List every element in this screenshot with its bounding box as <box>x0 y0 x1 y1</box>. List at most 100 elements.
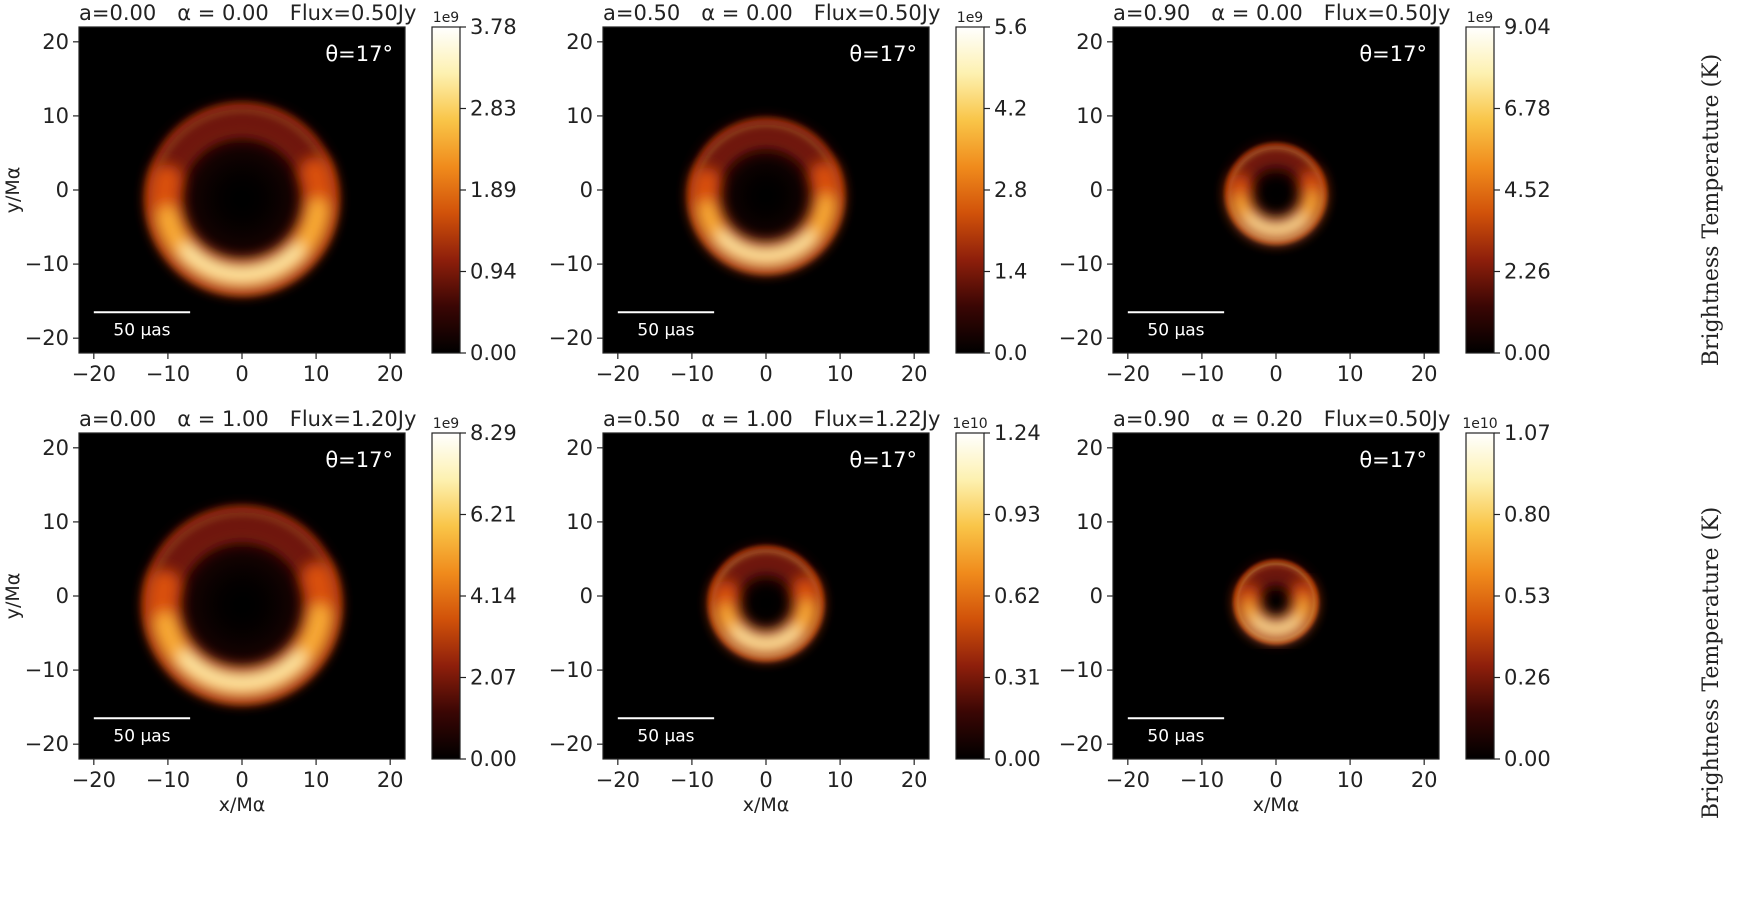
colorbar-label-bottom: Brightness Temperature (K) <box>1699 507 1724 819</box>
colorbar <box>431 432 461 760</box>
x-axis-label: x/Mα <box>743 794 790 816</box>
colorbar-tick-label: 0.94 <box>470 260 517 284</box>
x-tick-label: 10 <box>1337 362 1364 386</box>
y-tick-label: 20 <box>42 436 69 460</box>
colorbar-exponent: 1e9 <box>433 416 459 432</box>
x-tick-label: −10 <box>670 362 714 386</box>
x-tick-label: 20 <box>377 362 404 386</box>
scale-bar-label: 50 μas <box>113 726 170 746</box>
colorbar-tick-label: 4.14 <box>470 584 517 608</box>
crescent-core <box>177 650 307 690</box>
colorbar-tick-label: 0.00 <box>1504 341 1551 365</box>
colorbar-exponent: 1e9 <box>957 10 983 26</box>
y-tick-label: 20 <box>566 30 593 54</box>
colorbar-tick-label: 0.62 <box>994 584 1041 608</box>
ring-image <box>1229 555 1323 649</box>
panel-3: a=0.90 α = 0.00 Flux=0.50Jy θ=17° 50 μas −2… <box>1059 1 1551 386</box>
panel-title: a=0.50 α = 1.00 Flux=1.22Jy <box>603 407 940 431</box>
colorbar-tick-label: 0.93 <box>994 503 1041 527</box>
ring-image <box>681 111 851 281</box>
x-tick-label: 20 <box>1411 768 1438 792</box>
scale-bar-label: 50 μas <box>1147 320 1204 340</box>
colorbar-tick-label: 1.24 <box>994 421 1041 445</box>
colorbar-tick-label: 0.00 <box>470 341 517 365</box>
y-tick-label: −10 <box>25 658 69 682</box>
ring-image <box>703 540 829 667</box>
panel-4: a=0.00 α = 1.00 Flux=1.20Jy θ=17° 50 μas −2… <box>2 407 517 816</box>
panel-6: a=0.90 α = 0.20 Flux=0.50Jy θ=17° 50 μas −2… <box>1059 407 1551 816</box>
inclination-label: θ=17° <box>1359 42 1427 66</box>
y-tick-label: 20 <box>42 30 69 54</box>
inclination-label: θ=17° <box>849 42 917 66</box>
crescent-group <box>1237 581 1315 641</box>
x-tick-label: 0 <box>759 362 772 386</box>
x-tick-label: 20 <box>377 768 404 792</box>
colorbar-tick-label: 0.00 <box>994 747 1041 771</box>
x-tick-label: 20 <box>1411 362 1438 386</box>
colorbar-tick-label: 0.80 <box>1504 503 1551 527</box>
y-tick-label: −10 <box>549 658 593 682</box>
y-tick-label: −20 <box>549 326 593 350</box>
y-tick-label: 10 <box>1076 510 1103 534</box>
crescent-group <box>1228 170 1324 242</box>
panel-title: a=0.90 α = 0.20 Flux=0.50Jy <box>1113 407 1450 431</box>
x-tick-label: −20 <box>596 768 640 792</box>
x-tick-label: 20 <box>901 362 928 386</box>
y-axis-label: y/Mα <box>2 167 24 214</box>
crescent-group <box>691 161 841 271</box>
panel-title: a=0.90 α = 0.00 Flux=0.50Jy <box>1113 1 1450 25</box>
crescent-core <box>1251 615 1301 635</box>
y-tick-label: 10 <box>566 104 593 128</box>
ring-image <box>135 497 349 712</box>
colorbar-tick-label: 0.26 <box>1504 666 1551 690</box>
y-tick-label: 20 <box>566 436 593 460</box>
x-tick-label: 10 <box>1337 768 1364 792</box>
y-tick-label: 10 <box>42 510 69 534</box>
colorbar-tick-label: 9.04 <box>1504 15 1551 39</box>
crescent-core <box>730 625 802 650</box>
colorbar-tick-label: 2.83 <box>470 97 517 121</box>
x-axis-label: x/Mα <box>1253 794 1300 816</box>
crescent-core <box>716 230 816 262</box>
panels-group: a=0.00 α = 0.00 Flux=0.50Jy θ=17° 50 μas −2… <box>2 1 1551 816</box>
colorbar-tick-label: 3.78 <box>470 15 517 39</box>
crescent-group <box>712 576 820 658</box>
colorbar-label-top: Brightness Temperature (K) <box>1699 54 1724 366</box>
colorbar-exponent: 1e10 <box>1462 416 1497 432</box>
x-axis-label: x/Mα <box>219 794 266 816</box>
y-tick-label: −10 <box>25 252 69 276</box>
y-axis-label: y/Mα <box>2 573 24 620</box>
panel-title: a=0.00 α = 1.00 Flux=1.20Jy <box>79 407 416 431</box>
colorbar-tick-label: 1.4 <box>994 260 1027 284</box>
colorbar-tick-label: 2.07 <box>470 666 517 690</box>
x-tick-label: −20 <box>72 362 116 386</box>
colorbar-tick-label: 5.6 <box>994 15 1027 39</box>
scale-bar-label: 50 μas <box>637 320 694 340</box>
inclination-label: θ=17° <box>325 448 393 472</box>
x-tick-label: −10 <box>1180 362 1224 386</box>
x-tick-label: −20 <box>72 768 116 792</box>
panel-2: a=0.50 α = 0.00 Flux=0.50Jy θ=17° 50 μas −2… <box>549 1 1028 386</box>
scale-bar-label: 50 μas <box>113 320 170 340</box>
panel-5: a=0.50 α = 1.00 Flux=1.22Jy θ=17° 50 μas −2… <box>549 407 1041 816</box>
x-tick-label: 20 <box>901 768 928 792</box>
crescent-core <box>1244 213 1308 235</box>
x-tick-label: 0 <box>759 768 772 792</box>
x-tick-label: −10 <box>1180 768 1224 792</box>
colorbar-exponent: 1e9 <box>1467 10 1493 26</box>
x-tick-label: 10 <box>303 768 330 792</box>
colorbar-tick-label: 0.00 <box>470 747 517 771</box>
x-tick-label: 10 <box>303 362 330 386</box>
y-tick-label: 0 <box>56 178 69 202</box>
y-tick-label: −20 <box>25 732 69 756</box>
y-tick-label: 0 <box>580 178 593 202</box>
panel-1: a=0.00 α = 0.00 Flux=0.50Jy θ=17° 50 μas −2… <box>2 1 517 386</box>
colorbar-exponent: 1e9 <box>433 10 459 26</box>
x-tick-label: 0 <box>1269 362 1282 386</box>
x-tick-label: −10 <box>146 768 190 792</box>
crescent-group <box>146 561 338 701</box>
y-tick-label: 0 <box>56 584 69 608</box>
scale-bar-label: 50 μas <box>1147 726 1204 746</box>
colorbar-tick-label: 0.0 <box>994 341 1027 365</box>
